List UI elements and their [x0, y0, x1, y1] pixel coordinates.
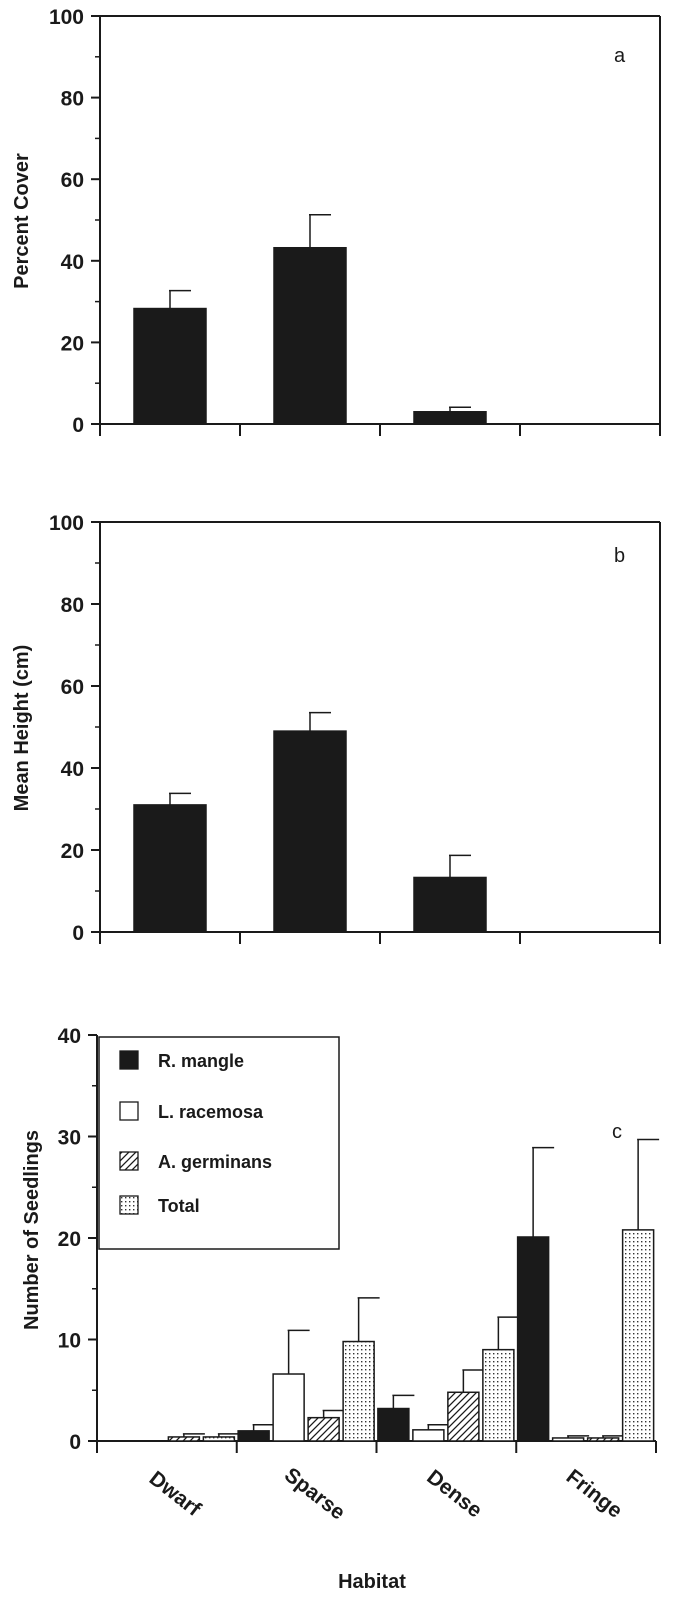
panel-a-bar-series-dwarf	[133, 307, 207, 425]
legend-label-total: Total	[158, 1196, 200, 1216]
legend-label-r-mangle: R. mangle	[158, 1051, 244, 1071]
panel-b-bar-series-sparse	[273, 730, 347, 933]
panel-b-y-tick-label: 0	[72, 922, 84, 945]
panel-b-bar-series-dwarf	[133, 804, 207, 933]
panel-b-y-tick-label: 100	[49, 512, 84, 535]
panel-c-bar-r-mangle-dense	[377, 1407, 410, 1442]
panel-c-y-tick-label: 20	[58, 1228, 81, 1251]
panel-a-y-tick-label: 60	[61, 169, 84, 192]
panel-b-y-tick-label: 40	[61, 758, 84, 781]
panel-c-bar-a-germinans-dense	[447, 1391, 480, 1442]
panel-a: Percent Cover a 0 20 40 60 80 100	[11, 6, 661, 437]
panel-a-letter: a	[614, 45, 626, 67]
legend-swatch-total	[119, 1195, 139, 1215]
panel-a-bar-series-sparse	[273, 246, 347, 425]
panel-a-y-tick-label: 80	[61, 88, 84, 111]
panel-c-y-tick-label: 30	[58, 1127, 81, 1150]
panel-c-bar-l-racemosa-fringe	[551, 1437, 585, 1442]
panel-b-plot-area: 0 20 40 60 80 100	[49, 512, 661, 945]
panel-a-y-tick-label: 100	[49, 6, 84, 29]
panel-a-y-tick-label: 20	[61, 332, 84, 355]
panel-c-bar-l-racemosa-sparse	[272, 1373, 305, 1442]
panel-b-y-axis-title: Mean Height (cm)	[11, 645, 33, 812]
legend-item-total: Total	[119, 1195, 200, 1216]
panel-c: Number of Seedlings c 0 10 20 30 40 Dwarf Spar…	[21, 1025, 660, 1593]
panel-b: Mean Height (cm) b 0 20 40 60 80 100	[11, 512, 661, 945]
panel-a-y-axis-title: Percent Cover	[11, 153, 33, 289]
legend-label-l-racemosa: L. racemosa	[158, 1102, 264, 1122]
panel-a-y-tick-label: 40	[61, 251, 84, 274]
panel-b-letter: b	[614, 545, 625, 567]
panel-c-bar-total-sparse	[342, 1340, 375, 1442]
legend-swatch-l-racemosa	[119, 1101, 139, 1121]
legend-item-a-germinans: A. germinans	[119, 1151, 272, 1172]
panel-c-x-axis-title: Habitat	[338, 1571, 406, 1593]
panel-c-legend: R. mangle L. racemosa A. germinans Total	[98, 1036, 340, 1250]
panel-c-bar-a-germinans-sparse	[307, 1416, 340, 1442]
panel-b-y-tick-label: 80	[61, 594, 84, 617]
panel-c-bar-r-mangle-fringe	[516, 1236, 550, 1442]
panel-c-y-tick-label: 40	[58, 1025, 81, 1048]
panel-c-bar-r-mangle-sparse	[237, 1430, 270, 1442]
panel-c-category-label-dense: Dense	[422, 1465, 486, 1522]
legend-item-l-racemosa: L. racemosa	[119, 1101, 264, 1122]
panel-b-y-tick-label: 60	[61, 676, 84, 699]
panel-a-plot-area: 0 20 40 60 80 100	[49, 6, 661, 437]
panel-c-y-axis-title: Number of Seedlings	[21, 1130, 43, 1330]
panel-c-category-label-fringe: Fringe	[562, 1465, 627, 1523]
panel-c-y-tick-label: 0	[69, 1431, 81, 1454]
panel-a-y-tick-label: 0	[72, 414, 84, 437]
panel-c-letter: c	[612, 1121, 622, 1143]
legend-label-a-germinans: A. germinans	[158, 1152, 272, 1172]
panel-a-bar-series-dense	[413, 411, 487, 425]
panel-c-y-tick-label: 10	[58, 1330, 81, 1353]
legend-box	[98, 1036, 340, 1250]
panel-c-bar-l-racemosa-dense	[412, 1429, 445, 1442]
panel-c-bar-total-fringe	[621, 1229, 655, 1442]
panel-c-bar-a-germinans-dwarf	[167, 1436, 201, 1442]
panel-b-y-tick-label: 20	[61, 840, 84, 863]
panel-b-bar-series-dense	[413, 876, 487, 933]
panel-c-bar-total-dense	[482, 1348, 515, 1442]
legend-swatch-a-germinans	[119, 1151, 139, 1171]
panel-c-bar-total-dwarf	[202, 1436, 236, 1442]
legend-swatch-r-mangle	[119, 1050, 139, 1070]
legend-item-r-mangle: R. mangle	[119, 1050, 244, 1071]
panel-c-category-label-sparse: Sparse	[280, 1463, 349, 1524]
panel-c-bar-a-germinans-fringe	[586, 1437, 620, 1442]
panel-c-category-label-dwarf: Dwarf	[145, 1467, 206, 1522]
